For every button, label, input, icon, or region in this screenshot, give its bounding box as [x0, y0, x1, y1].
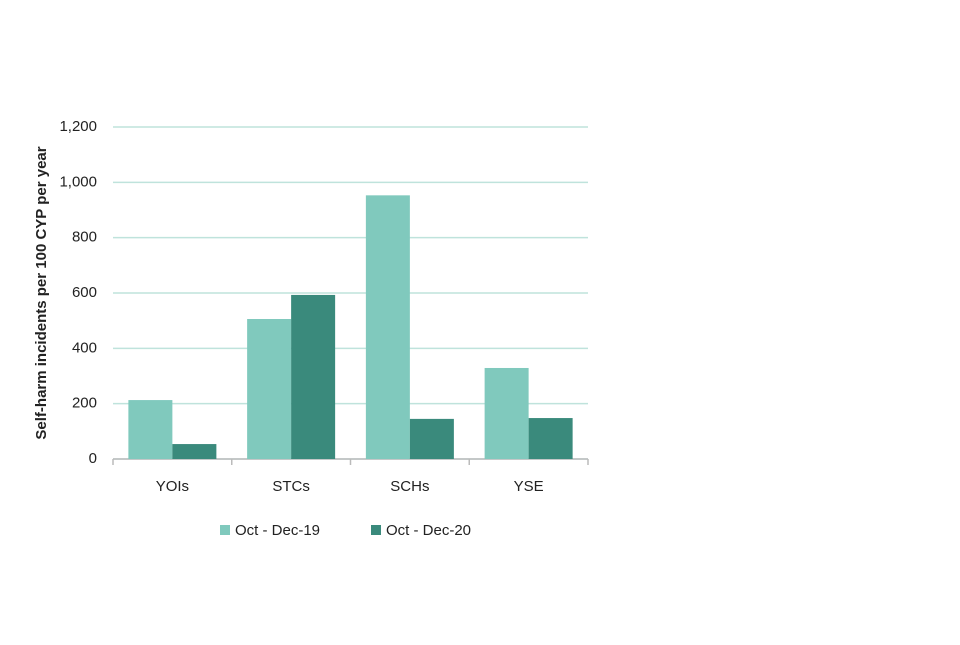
y-tick-label: 400	[72, 339, 97, 356]
legend-swatch	[220, 525, 230, 535]
y-tick-label: 200	[72, 395, 97, 412]
x-tick-label: YSE	[514, 478, 544, 495]
x-tick-label: STCs	[272, 478, 310, 495]
bar	[409, 418, 454, 459]
legend-label: Oct - Dec-19	[235, 522, 320, 539]
y-tick-label: 0	[89, 450, 97, 467]
x-tick-label: SCHs	[390, 478, 429, 495]
bar	[484, 367, 529, 459]
y-tick-label: 1,000	[59, 173, 97, 190]
legend-swatch	[371, 525, 381, 535]
bar	[128, 400, 173, 459]
y-tick-label: 1,200	[59, 118, 97, 135]
bar	[247, 319, 292, 459]
y-tick-label: 800	[72, 229, 97, 246]
bar	[172, 444, 217, 459]
bar	[291, 294, 336, 459]
x-tick-label: YOIs	[156, 478, 189, 495]
y-tick-label: 600	[72, 284, 97, 301]
bar	[365, 195, 410, 459]
bar	[528, 418, 573, 459]
y-axis-label: Self-harm incidents per 100 CYP per year	[33, 146, 50, 439]
legend-label: Oct - Dec-20	[386, 522, 471, 539]
